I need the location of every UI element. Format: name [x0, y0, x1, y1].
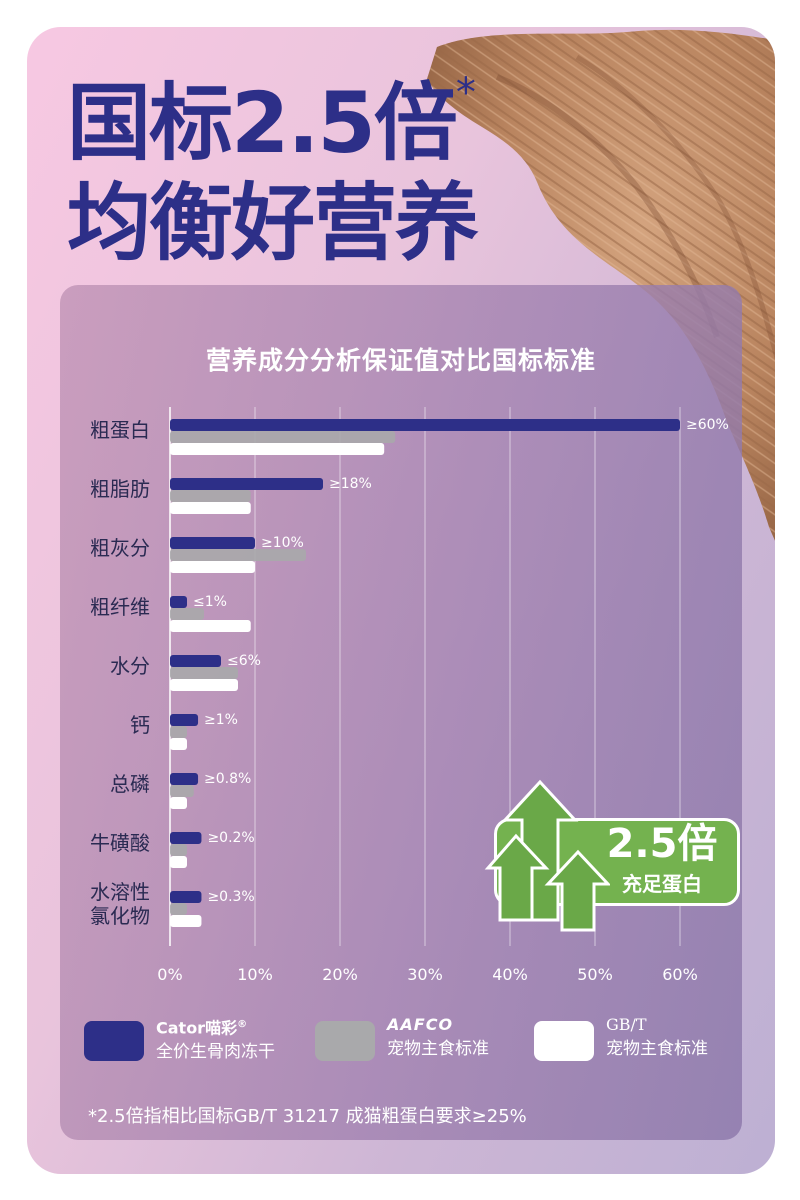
legend-reg-mark: ® — [237, 1019, 248, 1030]
x-tick-label: 20% — [322, 965, 358, 984]
bar-cator — [170, 655, 221, 667]
headline-line1: 国标2.5倍 — [67, 74, 458, 172]
bar-cator — [170, 773, 199, 785]
bar-cator — [170, 537, 255, 549]
x-tick-label: 50% — [577, 965, 613, 984]
legend-desc-aafco: 宠物主食标准 — [387, 1039, 489, 1059]
bar-aafco — [170, 726, 187, 738]
x-tick-label: 30% — [407, 965, 443, 984]
freeze-dried-meat-image — [427, 29, 775, 541]
category-label: 总磷 — [110, 772, 150, 796]
headline: 国标2.5倍* 均衡好营养 — [67, 70, 479, 273]
value-label: ≤1% — [193, 594, 227, 610]
category-label: 粗灰分 — [90, 536, 150, 560]
legend-swatch-aafco — [315, 1021, 375, 1061]
category-label: 粗蛋白 — [90, 418, 150, 442]
legend-text-gbt: GB/T 宠物主食标准 — [606, 1013, 775, 1061]
value-label: ≥1% — [204, 712, 238, 728]
footnote: *2.5倍指相比国标GB/T 31217 成猫粗蛋白要求≥25% — [88, 1106, 527, 1127]
bar-aafco — [170, 490, 251, 502]
bar-cator — [170, 891, 202, 903]
protein-badge: 2.5倍 充足蛋白 — [480, 770, 740, 940]
legend-text-aafco: AAFCO 宠物主食标准 — [387, 1013, 557, 1061]
legend-desc-cator: 全价生骨肉冻干 — [156, 1042, 275, 1063]
value-label: ≥60% — [686, 417, 729, 433]
badge-multiplier: 2.5倍 — [606, 821, 718, 867]
value-label: ≤6% — [227, 653, 261, 669]
headline-line2: 均衡好营养 — [67, 174, 479, 272]
legend-brand-gbt: GB/T — [606, 1015, 647, 1034]
category-label: 牛磺酸 — [90, 831, 150, 855]
bar-cator — [170, 419, 680, 431]
headline-asterisk: * — [455, 70, 476, 116]
x-tick-label: 40% — [492, 965, 528, 984]
category-label: 水溶性氯化物 — [90, 880, 150, 928]
bar-aafco — [170, 549, 306, 561]
value-label: ≥18% — [329, 476, 372, 492]
bar-gbt — [170, 502, 251, 514]
bar-gbt — [170, 561, 255, 573]
value-label: ≥0.3% — [207, 889, 254, 905]
category-label: 粗脂肪 — [90, 477, 150, 501]
bar-chart: 0% 10% 20% 30% 40% 50% 60% 粗蛋白 ≥60% 粗脂肪 ≥18% 粗灰分 ≥10… — [90, 407, 729, 984]
chart-panel: 营养成分分析保证值对比国标标准 0% 10% 20% 30% 40% 50% 60% 粗蛋白 ≥… — [60, 285, 742, 1140]
category-label: 水分 — [110, 654, 150, 678]
value-label: ≥0.2% — [207, 830, 254, 846]
legend-brand-aafco: AAFCO — [387, 1015, 454, 1034]
bar-aafco — [170, 667, 238, 679]
value-label: ≥10% — [261, 535, 304, 551]
bar-aafco — [170, 431, 396, 443]
value-label: ≥0.8% — [204, 771, 251, 787]
badge-caption: 充足蛋白 — [622, 872, 702, 896]
bar-gbt — [170, 738, 187, 750]
bar-gbt — [170, 797, 187, 809]
poster: 国标2.5倍* 均衡好营养 营养成分分析保证值对比国标标准 0% 10% 20% 30… — [27, 27, 775, 1174]
bar-cator — [170, 832, 202, 844]
legend-desc-gbt: 宠物主食标准 — [606, 1039, 708, 1059]
legend-text-cator: Cator喵彩® 全价生骨肉冻干 — [156, 1013, 326, 1064]
x-tick-label: 0% — [157, 965, 182, 984]
category-label: 粗纤维 — [90, 595, 150, 619]
legend-brand-cator-cn: 喵彩 — [205, 1018, 238, 1038]
category-label: 钙 — [130, 713, 150, 737]
bar-cator — [170, 596, 187, 608]
bar-gbt — [170, 443, 385, 455]
x-tick-label: 10% — [237, 965, 273, 984]
bar-gbt — [170, 856, 187, 868]
up-arrows-icon — [484, 779, 610, 932]
bar-aafco — [170, 844, 187, 856]
bar-gbt — [170, 915, 202, 927]
legend-swatch-gbt — [534, 1021, 594, 1061]
bar-aafco — [170, 903, 187, 915]
chart-title: 营养成分分析保证值对比国标标准 — [205, 346, 596, 375]
bar-cator — [170, 478, 323, 490]
bar-gbt — [170, 620, 251, 632]
bar-aafco — [170, 608, 204, 620]
x-tick-label: 60% — [662, 965, 698, 984]
legend-swatch-cator — [84, 1021, 144, 1061]
bar-aafco — [170, 785, 194, 797]
bar-gbt — [170, 679, 238, 691]
bar-cator — [170, 714, 199, 726]
legend-brand-cator: Cator — [156, 1018, 206, 1038]
